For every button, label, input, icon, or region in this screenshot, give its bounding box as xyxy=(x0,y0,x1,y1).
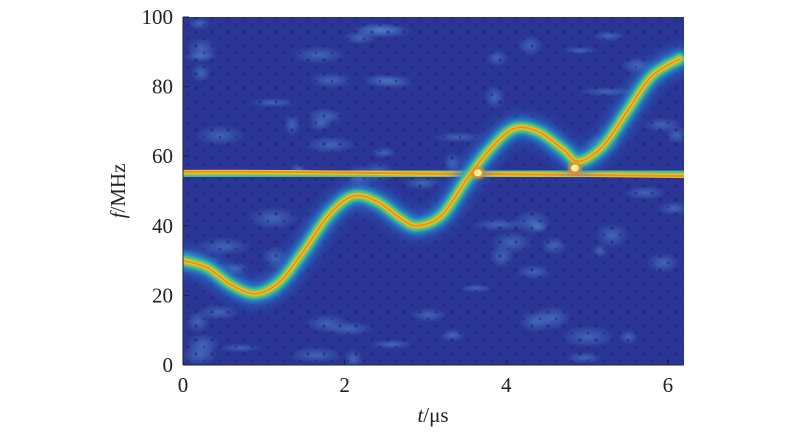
x-tick-label: 2 xyxy=(339,373,350,397)
y-axis-label-unit: /MHz xyxy=(106,164,130,213)
heatmap-dot-texture xyxy=(183,17,684,365)
y-tick-label: 20 xyxy=(152,283,173,307)
plot-area xyxy=(183,17,684,365)
intersection-core xyxy=(473,169,482,177)
y-tick-label: 80 xyxy=(152,75,173,99)
y-tick-label: 100 xyxy=(142,5,174,29)
y-tick-label: 0 xyxy=(163,353,174,377)
x-tick-label: 0 xyxy=(178,373,189,397)
series-2-band-6 xyxy=(183,57,681,295)
series-layer xyxy=(183,45,684,307)
x-tick-label: 4 xyxy=(501,373,512,397)
y-tick-label: 40 xyxy=(152,214,173,238)
y-axis-label-symbol: f xyxy=(106,209,130,218)
x-axis-ticks: 0 2 4 6 xyxy=(178,359,673,397)
y-axis-label: f/MHz xyxy=(106,164,130,219)
x-tick-label: 6 xyxy=(663,373,674,397)
y-axis-ticks: 0 20 40 60 80 100 xyxy=(142,5,189,377)
series-1-band-6 xyxy=(183,170,684,177)
plot-frame xyxy=(182,17,684,366)
intersection-core xyxy=(570,164,579,172)
x-axis-label: t/μs xyxy=(417,403,448,427)
x-axis-label-symbol: t xyxy=(417,403,424,427)
y-tick-label: 60 xyxy=(152,144,173,168)
x-axis-label-unit: /μs xyxy=(423,403,448,427)
